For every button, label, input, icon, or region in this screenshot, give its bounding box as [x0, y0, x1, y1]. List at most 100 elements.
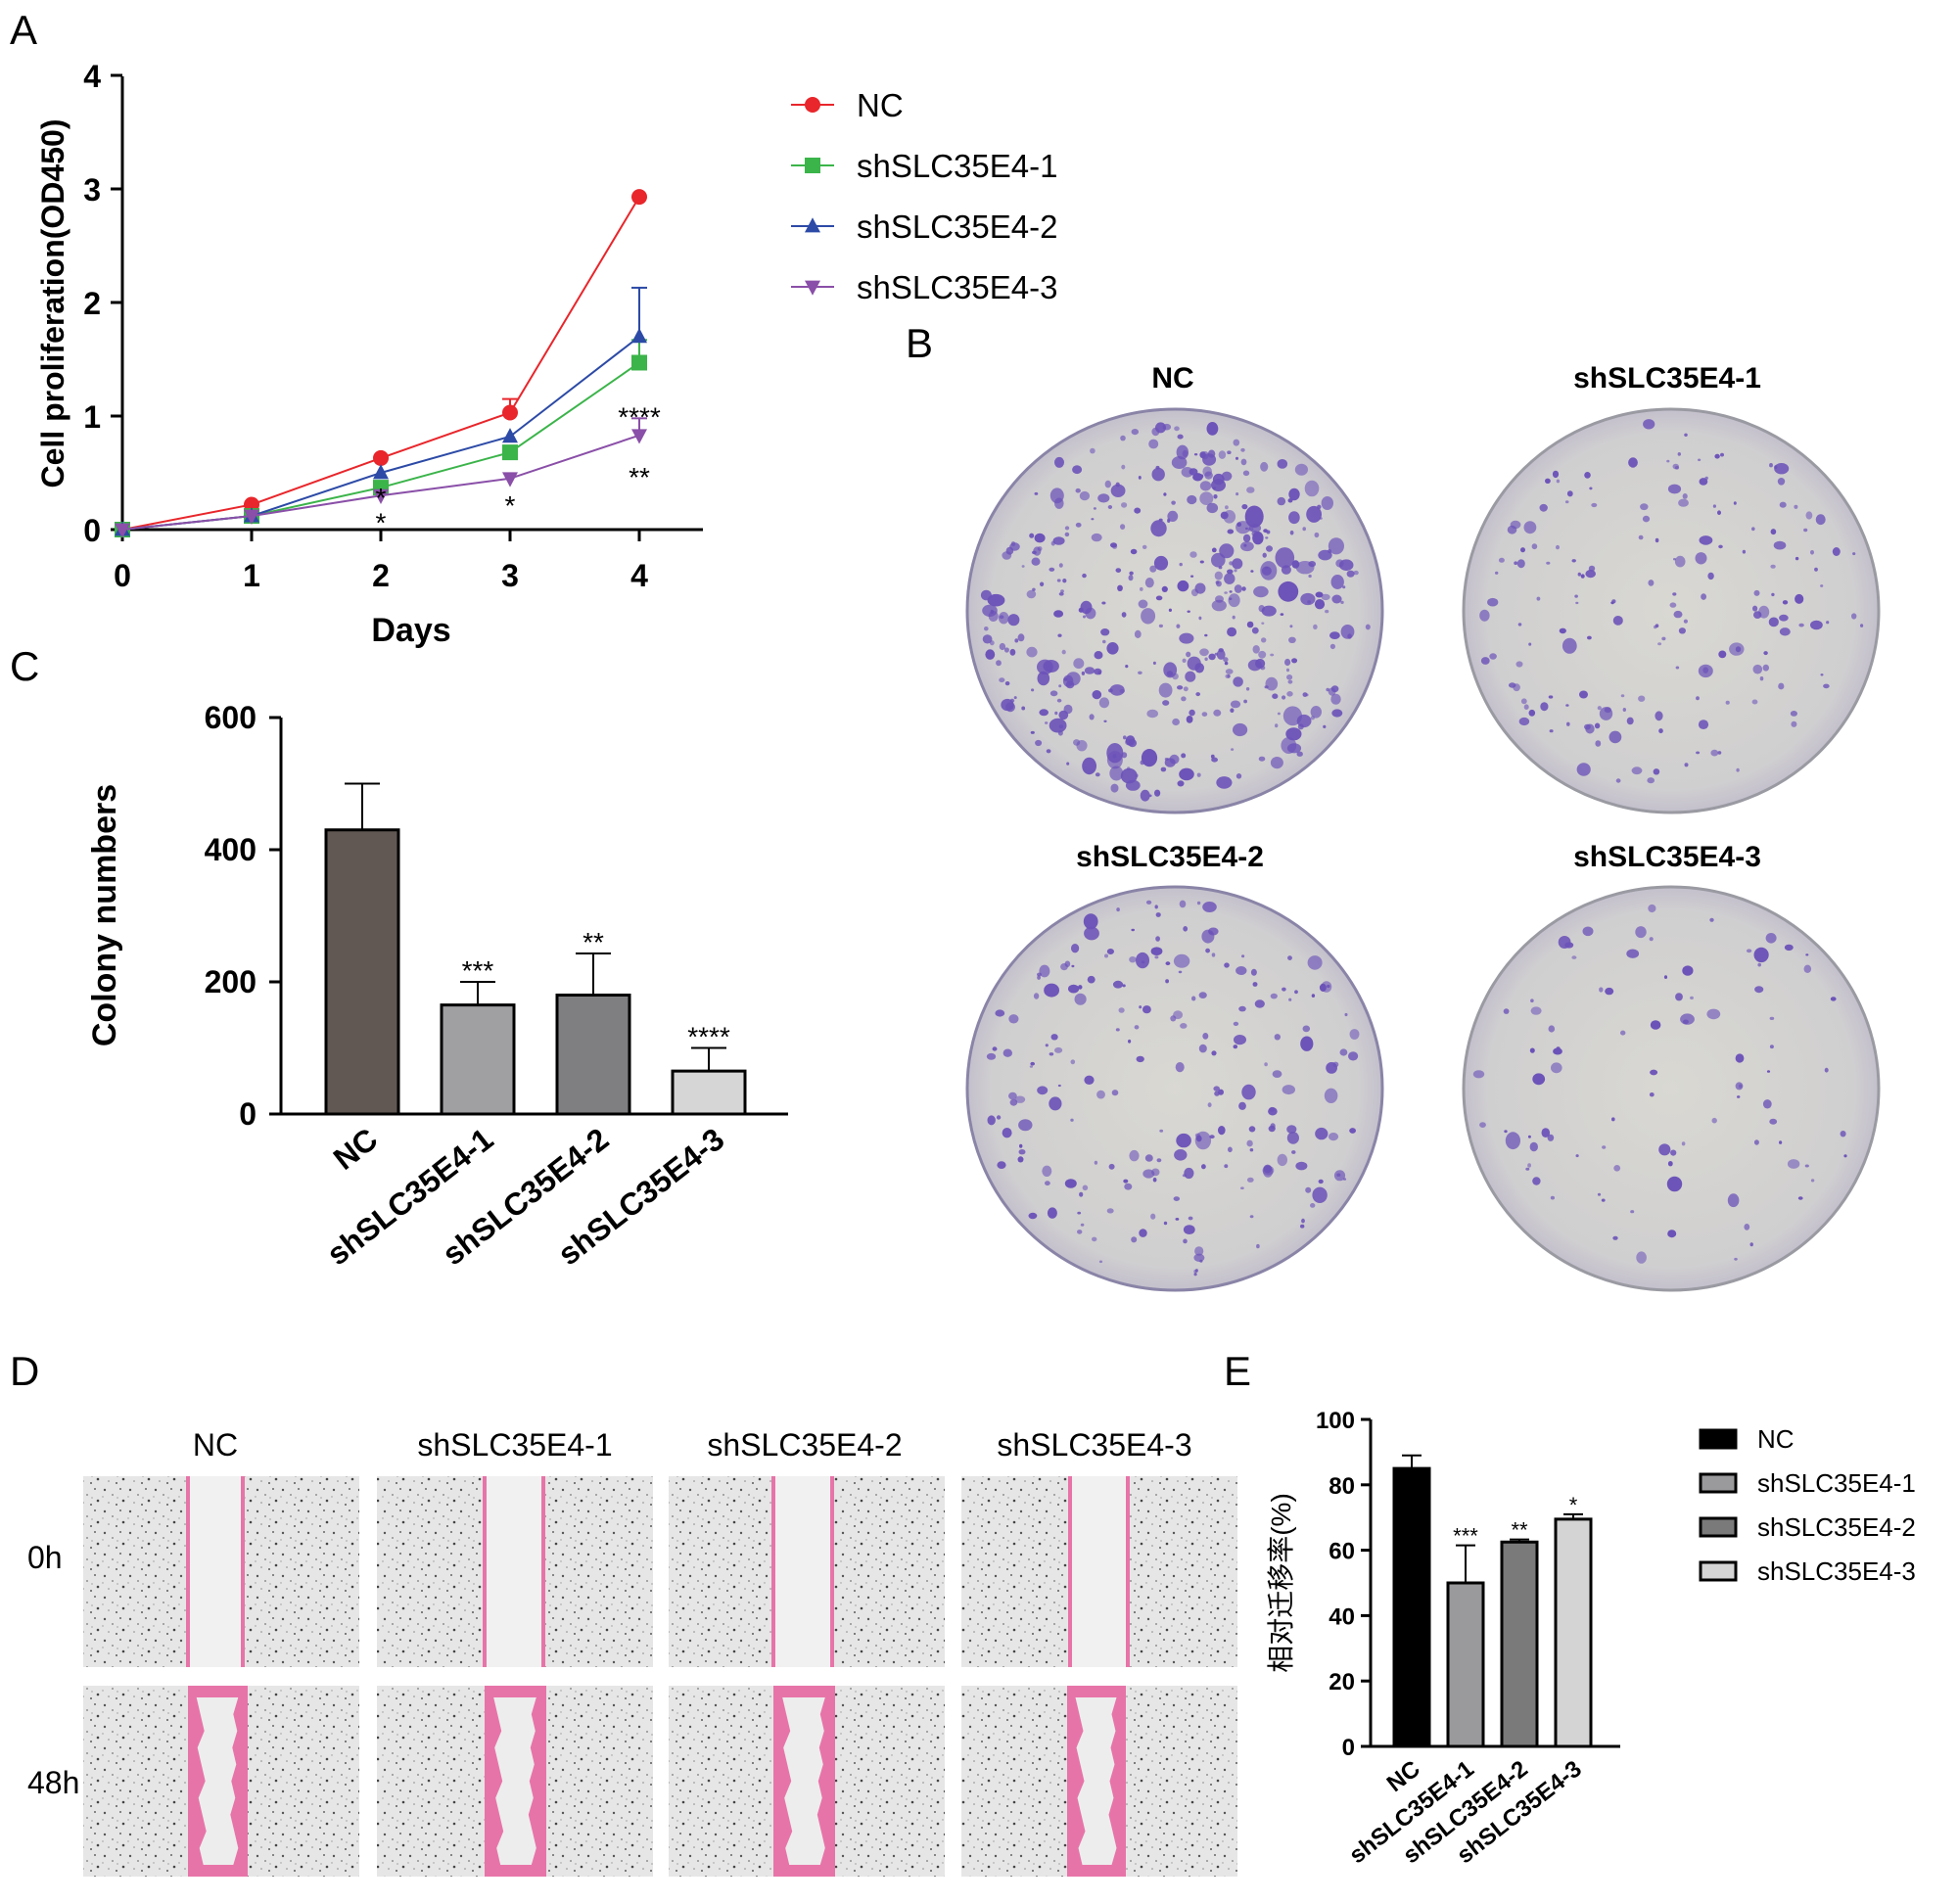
b-colony: [1287, 955, 1292, 960]
b-colony: [1225, 673, 1231, 679]
b-colony: [1810, 620, 1823, 630]
e-legend-swatch: [1699, 1560, 1738, 1582]
b-colony: [1193, 453, 1198, 456]
b-colony: [1287, 679, 1293, 684]
b-colony: [1064, 526, 1070, 531]
b-colony: [1152, 1177, 1157, 1183]
b-colony: [1008, 1014, 1019, 1024]
b-colony: [1120, 767, 1138, 784]
a-x-tick-label: 2: [372, 558, 390, 593]
b-colony: [1302, 692, 1308, 697]
b-colony: [1304, 480, 1320, 497]
b-colony: [984, 627, 989, 631]
b-colony: [1250, 968, 1257, 976]
b-colony: [1810, 550, 1814, 555]
b-colony: [1325, 609, 1329, 614]
a-data-point: [631, 328, 647, 344]
b-colony: [1049, 1052, 1054, 1056]
b-colony: [1636, 1251, 1647, 1264]
b-colony: [1734, 1257, 1738, 1261]
d-remaining-gap: [493, 1697, 536, 1865]
b-colony: [1218, 450, 1227, 459]
b-colony: [1042, 1165, 1052, 1178]
b-colony: [1142, 544, 1147, 550]
b-colony: [1185, 671, 1196, 682]
b-colony: [1559, 627, 1566, 634]
b-colony: [1777, 478, 1786, 486]
b-colony: [1066, 762, 1070, 766]
a-data-point: [373, 464, 389, 480]
b-dish-sh3: [1462, 885, 1881, 1292]
b-colony: [1736, 767, 1740, 772]
panel-a-chart: Cell proliferation(OD450) Days 0 1 2 3 4 0 1 2…: [35, 59, 1057, 649]
b-colony: [1240, 541, 1254, 552]
b-colony: [1094, 651, 1103, 660]
b-colony: [1240, 1186, 1244, 1189]
b-colony: [1246, 621, 1254, 628]
b-colony: [1097, 671, 1101, 675]
b-colony: [1124, 1183, 1133, 1190]
a-legend-marker: [805, 280, 820, 296]
b-colony: [1286, 1125, 1297, 1134]
panel-label-c: C: [10, 643, 39, 689]
b-colony: [1215, 580, 1220, 584]
b-colony: [1695, 552, 1707, 565]
b-colony: [1725, 700, 1730, 705]
b-colony: [1658, 728, 1663, 734]
b-colony: [1115, 1028, 1120, 1032]
b-colony: [1165, 961, 1171, 966]
e-y-tick-label: 20: [1329, 1669, 1355, 1695]
b-colony: [1552, 470, 1560, 479]
b-colony: [1585, 570, 1596, 579]
panel-label-a: A: [10, 7, 37, 53]
e-bar: [1392, 1466, 1431, 1748]
b-colony: [1179, 900, 1187, 908]
b-colony: [1551, 1062, 1562, 1074]
b-colony: [1140, 586, 1143, 591]
b-colony: [1280, 613, 1284, 616]
b-colony: [1225, 505, 1229, 510]
b-colony: [1227, 569, 1234, 575]
b-colony: [1843, 1154, 1847, 1158]
c-significance-label: ****: [687, 1022, 730, 1052]
b-colony: [1546, 561, 1551, 565]
b-colony: [1556, 544, 1560, 550]
b-colony: [1235, 773, 1242, 779]
a-x-tick-label: 1: [243, 558, 260, 593]
b-colony: [1108, 1163, 1115, 1170]
b-colony: [1288, 488, 1300, 501]
b-colony: [1152, 661, 1156, 666]
panel-label-b: B: [906, 320, 933, 366]
b-colony: [1158, 624, 1163, 628]
b-colony: [995, 1009, 1005, 1017]
b-colony: [1141, 749, 1158, 767]
b-colony: [1601, 1198, 1606, 1202]
b-colony: [1319, 517, 1323, 520]
a-data-point: [631, 189, 647, 206]
b-colony: [1595, 740, 1602, 747]
b-colony: [1190, 575, 1194, 578]
b-colony: [1714, 453, 1720, 459]
b-colony: [1224, 573, 1235, 584]
b-colony: [1752, 664, 1763, 674]
b-colony: [1028, 1212, 1038, 1220]
b-colony: [992, 1046, 998, 1051]
a-legend-label: shSLC35E4-1: [857, 148, 1057, 184]
b-colony: [1176, 624, 1181, 628]
b-colony: [1153, 555, 1169, 571]
b-colony: [1235, 966, 1247, 975]
b-colony: [1118, 1007, 1125, 1013]
b-colony: [1204, 657, 1208, 662]
b-colony: [1104, 480, 1112, 488]
b-colony: [1281, 565, 1291, 575]
b-colony: [1814, 567, 1818, 572]
b-colony: [1160, 766, 1167, 772]
b-colony: [1054, 1046, 1063, 1053]
b-colony: [1575, 601, 1579, 605]
b-colony: [1762, 1099, 1772, 1109]
b-colony: [1294, 463, 1308, 476]
b-colony: [1225, 669, 1234, 674]
b-colony: [1266, 545, 1273, 552]
b-colony: [1233, 676, 1243, 687]
b-colony: [1852, 552, 1856, 556]
